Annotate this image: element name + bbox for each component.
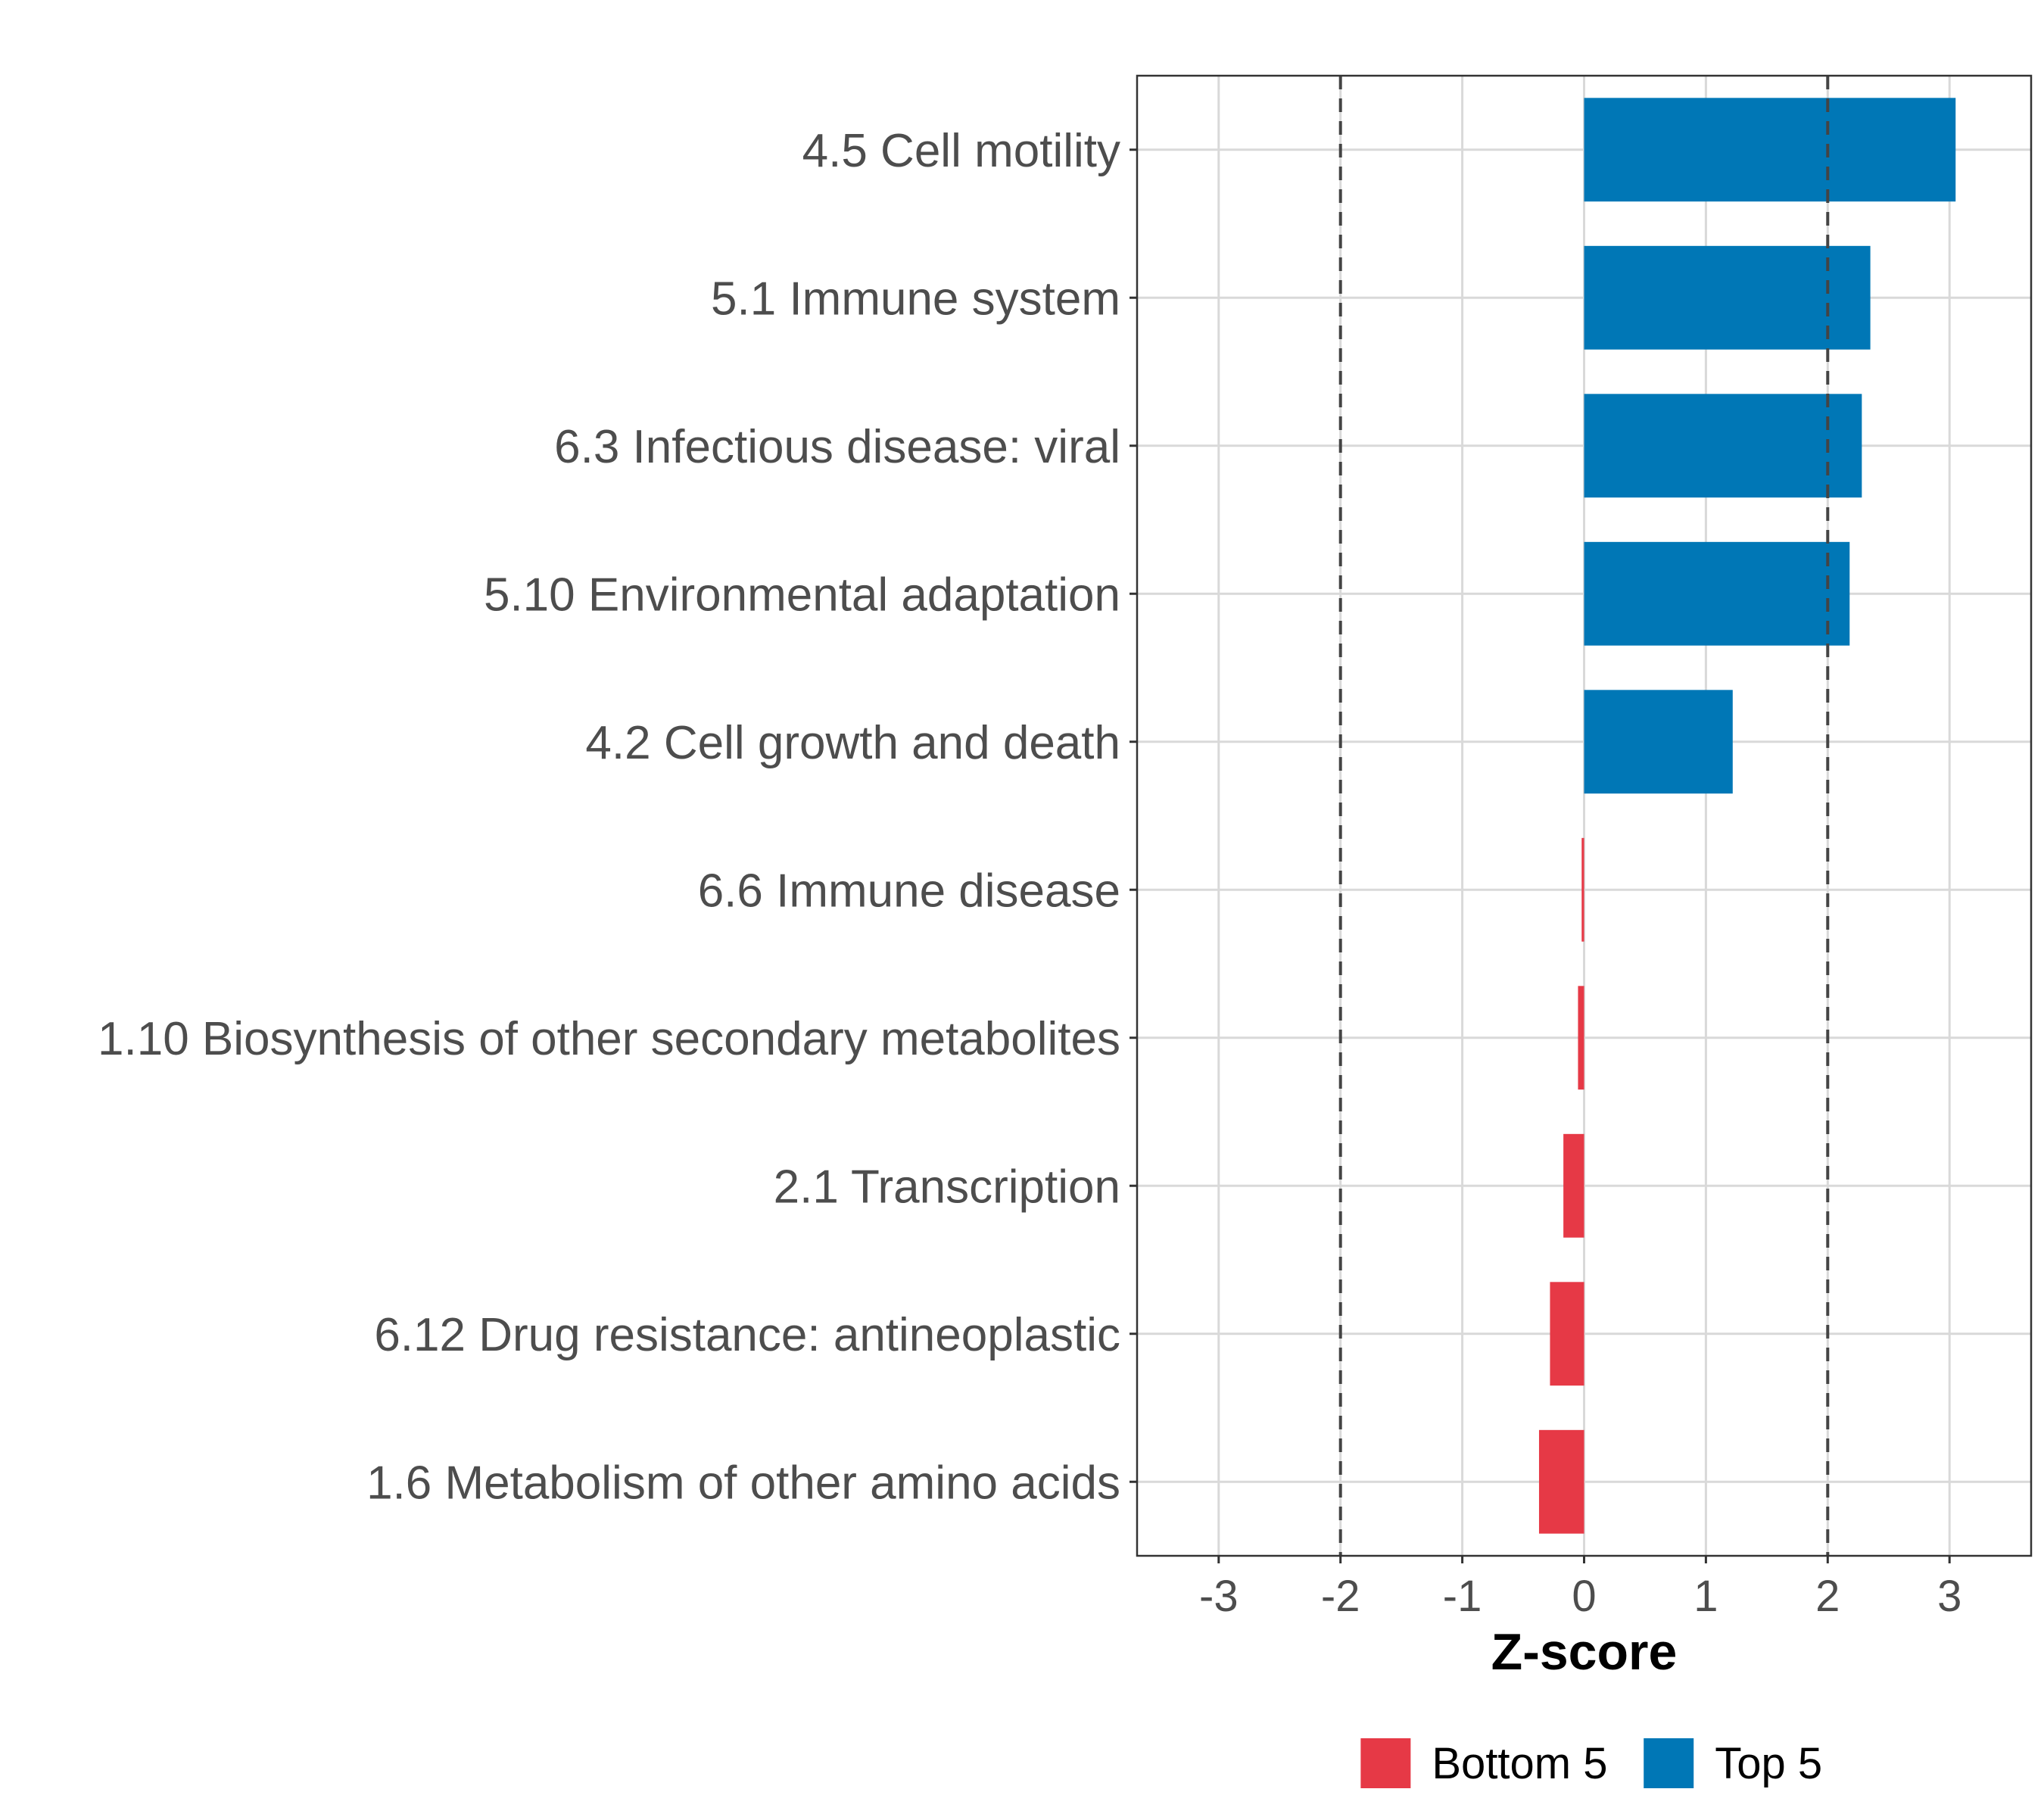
category-label: 6.12 Drug resistance: antineoplastic xyxy=(374,1309,1120,1361)
bar-2-1-transcription xyxy=(1563,1133,1584,1238)
x-tick-label: -2 xyxy=(1321,1572,1360,1621)
x-tick-label: 0 xyxy=(1572,1572,1596,1621)
x-axis: -3 -2 -1 0 1 2 3 xyxy=(1199,1556,1961,1621)
legend-swatch-top-5 xyxy=(1644,1738,1694,1788)
category-label: 5.1 Immune system xyxy=(711,273,1120,325)
category-label: 6.3 Infectious disease: viral xyxy=(554,421,1120,473)
bar-6-3-infectious-disease-viral xyxy=(1584,394,1862,498)
x-axis-title: Z-score xyxy=(1491,1623,1678,1681)
bar-5-1-immune-system xyxy=(1584,245,1871,350)
category-label: 4.5 Cell motility xyxy=(802,125,1120,177)
legend-label-bottom-5: Bottom 5 xyxy=(1432,1739,1607,1788)
bar-6-12-drug-resistance-antineoplastic xyxy=(1550,1282,1584,1386)
x-tick-label: 2 xyxy=(1815,1572,1840,1621)
category-label: 5.10 Environmental adaptation xyxy=(484,569,1120,621)
legend: Bottom 5 Top 5 xyxy=(1360,1738,1822,1788)
legend-label-top-5: Top 5 xyxy=(1715,1739,1822,1788)
x-tick-label: 3 xyxy=(1937,1572,1961,1621)
bar-4-2-cell-growth-and-death xyxy=(1584,690,1733,794)
bar-6-6-immune-disease xyxy=(1581,837,1584,942)
category-label: 6.6 Immune disease xyxy=(698,865,1120,917)
category-label: 1.10 Biosynthesis of other secondary met… xyxy=(98,1013,1120,1065)
x-tick-label: -1 xyxy=(1443,1572,1482,1621)
y-axis: 4.5 Cell motility 5.1 Immune system 6.3 In… xyxy=(98,125,1137,1509)
bars xyxy=(1538,98,1956,1534)
category-label: 4.2 Cell growth and death xyxy=(585,717,1120,769)
category-label: 1.6 Metabolism of other amino acids xyxy=(366,1457,1120,1509)
bar-5-10-environmental-adaptation xyxy=(1584,541,1850,646)
bar-4-5-cell-motility xyxy=(1584,98,1956,202)
category-label: 2.1 Transcription xyxy=(774,1161,1120,1213)
legend-swatch-bottom-5 xyxy=(1360,1738,1411,1788)
bar-1-6-metabolism-of-other-amino-acids xyxy=(1538,1429,1584,1534)
x-tick-label: -3 xyxy=(1199,1572,1239,1621)
x-tick-label: 1 xyxy=(1693,1572,1718,1621)
reference-lines xyxy=(1338,76,1830,1556)
bar-1-10-biosynthesis-of-other-secondary-metabolites xyxy=(1578,986,1584,1090)
